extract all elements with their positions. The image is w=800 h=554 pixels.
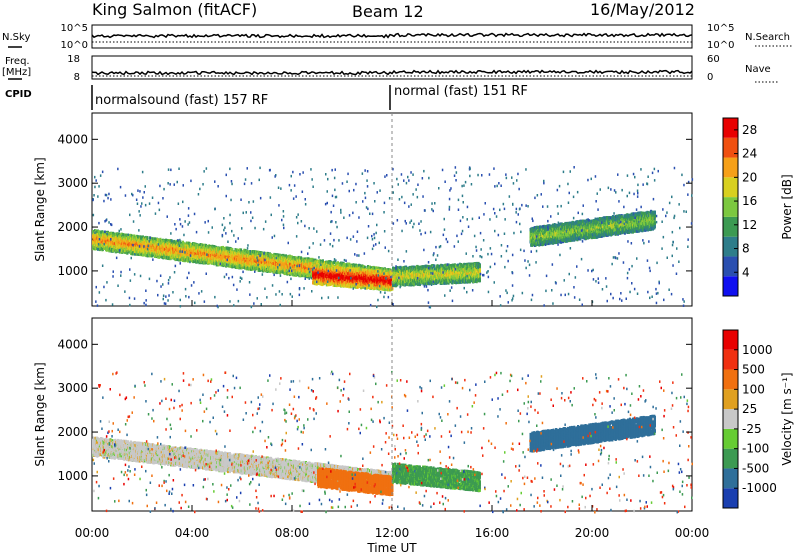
frequency-strip-frame: [92, 56, 692, 79]
station-title: King Salmon (fitACF): [92, 0, 257, 19]
noise-left-tick-bottom: 10^0: [61, 40, 88, 51]
power-cell: [146, 236, 148, 239]
cpid-label: CPID: [5, 89, 32, 100]
n-search-label: N.Search: [745, 32, 790, 43]
nave-right-tick-top: 60: [707, 54, 720, 65]
freq-strip-trace: [92, 71, 692, 75]
beam-title: Beam 12: [352, 2, 424, 21]
noise-left-tick-top: 10^5: [61, 23, 88, 34]
noise-right-tick-top: 10^5: [707, 23, 734, 34]
cpid-mode-2-label: normal (fast) 151 RF: [394, 84, 528, 99]
power-cell: [97, 248, 99, 251]
nave-right-tick-bottom: 0: [707, 72, 713, 83]
cpid-bar: normalsound (fast) 157 RF normal (fast) …: [92, 84, 528, 110]
rti-plot: King Salmon (fitACF) Beam 12 16/May/2012…: [0, 0, 800, 554]
frequency-strip: 18 8 60 0: [67, 54, 719, 83]
n-sky-label: N.Sky: [2, 32, 30, 43]
freq-left-tick-bottom: 8: [74, 72, 80, 83]
noise-right-tick-bottom: 10^0: [707, 40, 734, 51]
noise-strip-trace: [92, 34, 692, 38]
power-cell: [123, 234, 125, 237]
power-cell: [154, 237, 156, 240]
date-title: 16/May/2012: [590, 0, 695, 19]
cpid-mode-1-label: normalsound (fast) 157 RF: [95, 93, 268, 108]
freq-unit-label: [MHz]: [2, 67, 31, 78]
nave-label: Nave: [745, 64, 771, 75]
power-cell: [173, 240, 175, 243]
freq-label: Freq.: [5, 56, 30, 67]
noise-strip: 10^5 10^0 10^5 10^0: [61, 23, 735, 51]
freq-left-tick-top: 18: [67, 54, 80, 65]
